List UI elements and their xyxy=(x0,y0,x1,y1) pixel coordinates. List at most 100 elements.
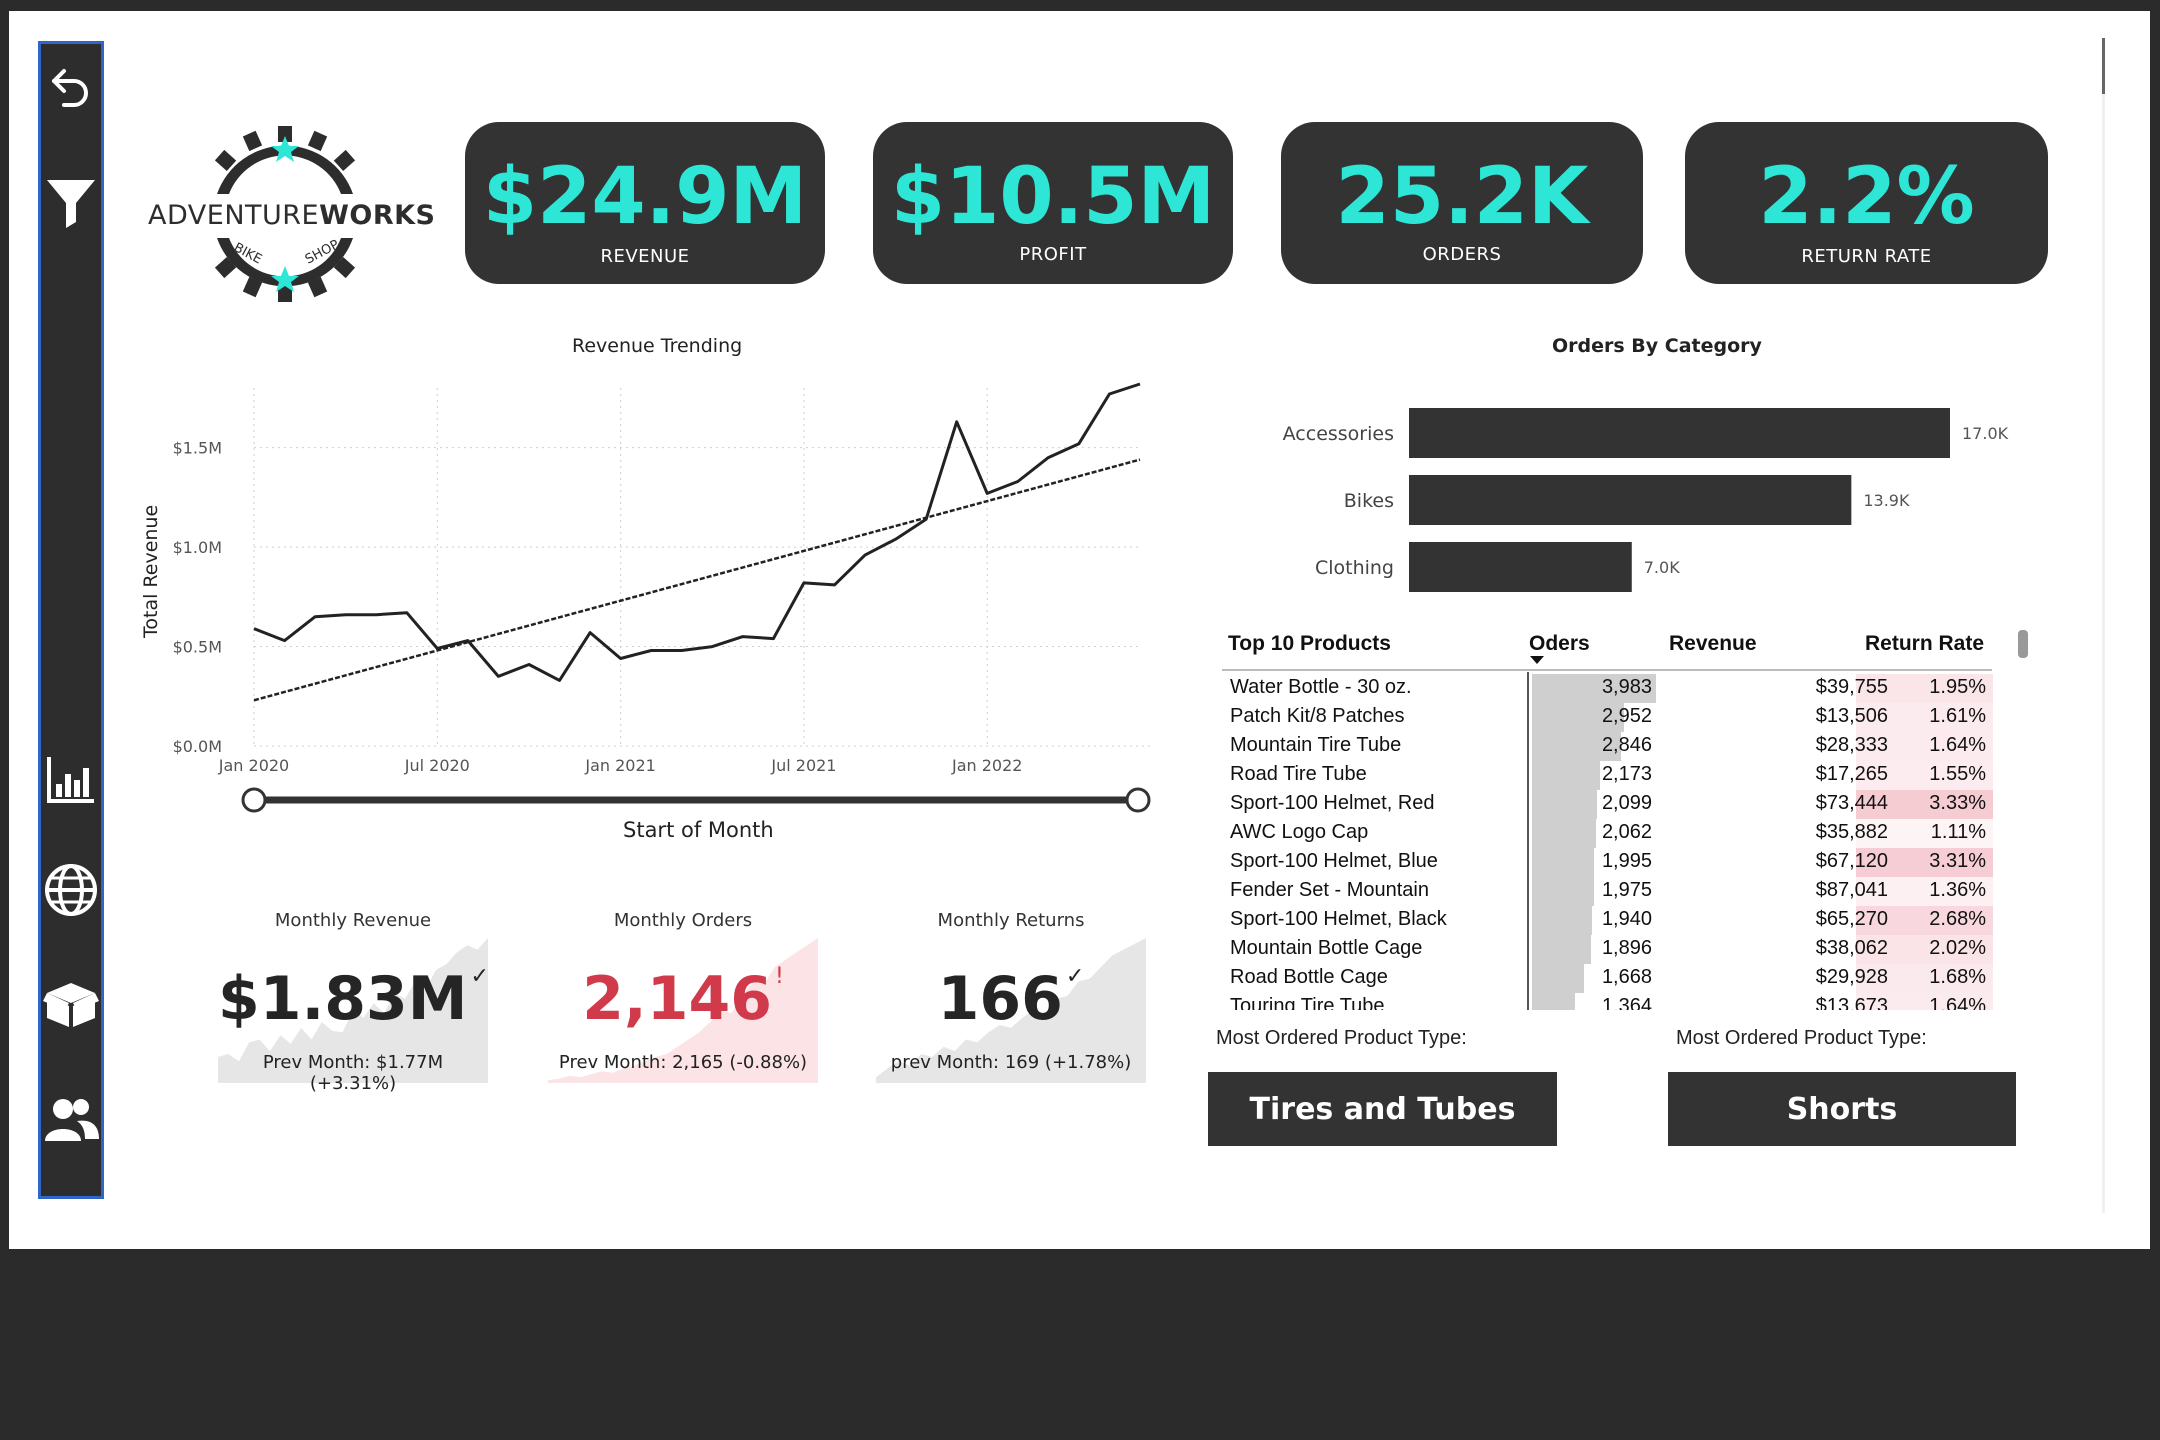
return-rate-value: 1.55% xyxy=(1929,763,1986,785)
back-arrow-icon[interactable] xyxy=(41,56,101,120)
return-rate-value: 1.64% xyxy=(1929,995,1986,1010)
slider-handle-start[interactable] xyxy=(241,787,267,813)
revenue-value: $73,444 xyxy=(1815,792,1888,814)
revenue-value: $87,041 xyxy=(1815,879,1888,901)
box-icon[interactable] xyxy=(41,972,101,1036)
product-name: AWC Logo Cap xyxy=(1230,821,1369,843)
return-rate-heat xyxy=(1856,877,1993,906)
kpi-label: REVENUE xyxy=(600,246,690,267)
bar-chart-icon[interactable] xyxy=(41,747,101,811)
revenue-chart-title: Revenue Trending xyxy=(572,335,743,357)
revenue-chart-xlabel: Start of Month xyxy=(623,818,774,842)
table-row[interactable]: Mountain Bottle Cage 1,896 $38,062 2.02% xyxy=(1222,935,1993,964)
orders-value: 2,846 xyxy=(1601,734,1652,756)
orders-value: 3,983 xyxy=(1601,676,1652,698)
col-header-product[interactable]: Top 10 Products xyxy=(1228,632,1391,655)
status-check-icon: ✓ xyxy=(470,964,489,989)
revenue-value: $17,265 xyxy=(1815,763,1888,785)
orders-databar xyxy=(1532,993,1575,1010)
orders-value: 1,975 xyxy=(1601,879,1652,901)
return-rate-value: 2.68% xyxy=(1929,908,1986,930)
return-rate-value: 3.31% xyxy=(1929,850,1986,872)
table-row[interactable]: Road Bottle Cage 1,668 $29,928 1.68% xyxy=(1222,964,1993,993)
kpi-profit: $10.5M PROFIT xyxy=(873,122,1233,284)
page-scrollbar[interactable] xyxy=(2102,38,2105,1213)
orders-value: 1,668 xyxy=(1601,966,1652,988)
orders-databar xyxy=(1532,935,1591,964)
card-comparison: Prev Month: $1.77M (+3.31%) xyxy=(262,1052,444,1094)
return-rate-heat xyxy=(1856,964,1993,993)
status-check-icon: ✓ xyxy=(1065,964,1085,989)
table-row[interactable]: Patch Kit/8 Patches 2,952 $13,506 1.61% xyxy=(1222,703,1993,732)
return-rate-heat xyxy=(1856,732,1993,761)
revenue-value: $38,062 xyxy=(1815,937,1888,959)
return-rate-heat xyxy=(1856,848,1993,877)
users-icon[interactable] xyxy=(41,1088,101,1152)
most-ordered-label-2: Most Ordered Product Type: xyxy=(1676,1027,1927,1049)
table-row[interactable]: Sport-100 Helmet, Blue 1,995 $67,120 3.31% xyxy=(1222,848,1993,877)
table-row[interactable]: Sport-100 Helmet, Black 1,940 $65,270 2.68% xyxy=(1222,906,1993,935)
filter-icon[interactable] xyxy=(41,170,101,234)
table-row[interactable]: AWC Logo Cap 2,062 $35,882 1.11% xyxy=(1222,819,1993,848)
return-rate-heat xyxy=(1856,935,1993,964)
col-header-orders[interactable]: Oders xyxy=(1529,632,1590,655)
slider-handle-end[interactable] xyxy=(1125,787,1151,813)
return-rate-value: 1.95% xyxy=(1929,676,1986,698)
orders-databar xyxy=(1532,761,1600,790)
revenue-value: $39,755 xyxy=(1815,676,1888,698)
card-comparison: Prev Month: 2,165 (-0.88%) xyxy=(558,1052,808,1073)
most-ordered-label-1: Most Ordered Product Type: xyxy=(1216,1027,1467,1049)
table-row[interactable]: Sport-100 Helmet, Red 2,099 $73,444 3.33% xyxy=(1222,790,1993,819)
orders-value: 2,952 xyxy=(1601,705,1652,727)
orders-value: 1,896 xyxy=(1601,937,1652,959)
col-header-revenue[interactable]: Revenue xyxy=(1669,632,1757,655)
table-scrollbar[interactable] xyxy=(2018,630,2028,658)
card-title: Monthly Revenue xyxy=(274,910,432,931)
card-sparkline xyxy=(218,938,488,1083)
return-rate-heat xyxy=(1856,674,1993,703)
nav-sidebar xyxy=(38,41,104,1199)
return-rate-value: 1.64% xyxy=(1929,734,1986,756)
card-value: 166 ✓ xyxy=(937,964,1085,1034)
table-row[interactable]: Road Tire Tube 2,173 $17,265 1.55% xyxy=(1222,761,1993,790)
card-title: Monthly Returns xyxy=(937,910,1085,931)
return-rate-value: 2.02% xyxy=(1929,937,1986,959)
orders-value: 1,995 xyxy=(1601,850,1652,872)
card-comparison: prev Month: 169 (+1.78%) xyxy=(890,1052,1132,1073)
col-header-return-rate[interactable]: Return Rate xyxy=(1865,632,1985,655)
kpi-value: $24.9M xyxy=(482,152,808,242)
kpi-value: $10.5M xyxy=(890,152,1216,242)
kpi-label: PROFIT xyxy=(1019,244,1087,265)
return-rate-value: 1.11% xyxy=(1930,821,1986,843)
gear-logo-icon: BIKE SHOP xyxy=(214,126,356,302)
product-name: Water Bottle - 30 oz. xyxy=(1230,676,1412,698)
product-name: Road Bottle Cage xyxy=(1230,966,1388,988)
revenue-value: $13,673 xyxy=(1815,995,1888,1010)
kpi-value: 25.2K xyxy=(1335,152,1589,242)
revenue-value: $28,333 xyxy=(1815,734,1888,756)
monthly-returns-card: Monthly Returns 166 ✓ prev Month: 169 (+1… xyxy=(876,910,1146,1090)
orders-databar xyxy=(1532,732,1621,761)
table-row[interactable]: Touring Tire Tube 1,364 $13,673 1.64% xyxy=(1222,993,1993,1010)
kpi-orders: 25.2K ORDERS xyxy=(1281,122,1643,284)
sort-desc-icon xyxy=(1530,656,1544,664)
table-row[interactable]: Water Bottle - 30 oz. 3,983 $39,755 1.95% xyxy=(1222,674,1993,703)
page-scrollbar-thumb[interactable] xyxy=(2102,38,2105,94)
product-name: Sport-100 Helmet, Red xyxy=(1230,792,1435,814)
monthly-revenue-card: Monthly Revenue $1.83M ✓ Prev Month: $1.7… xyxy=(218,910,489,1094)
kpi-value: 2.2% xyxy=(1758,152,1975,242)
globe-icon[interactable] xyxy=(41,858,101,922)
return-rate-heat xyxy=(1856,819,1993,848)
table-row[interactable]: Mountain Tire Tube 2,846 $28,333 1.64% xyxy=(1222,732,1993,761)
orders-value: 2,099 xyxy=(1601,792,1652,814)
orders-databar xyxy=(1532,848,1595,877)
product-name: Patch Kit/8 Patches xyxy=(1230,705,1405,727)
revenue-value: $65,270 xyxy=(1815,908,1888,930)
kpi-return-rate: 2.2% RETURN RATE xyxy=(1685,122,2048,284)
orders-databar xyxy=(1532,906,1593,935)
return-rate-heat xyxy=(1856,703,1993,732)
table-row[interactable]: Fender Set - Mountain 1,975 $87,041 1.36% xyxy=(1222,877,1993,906)
product-name: Mountain Bottle Cage xyxy=(1230,937,1423,959)
adventureworks-logo: BIKE SHOP ADVENTUREWORKS xyxy=(140,124,435,304)
most-ordered-product-type-2: Shorts xyxy=(1668,1072,2016,1146)
